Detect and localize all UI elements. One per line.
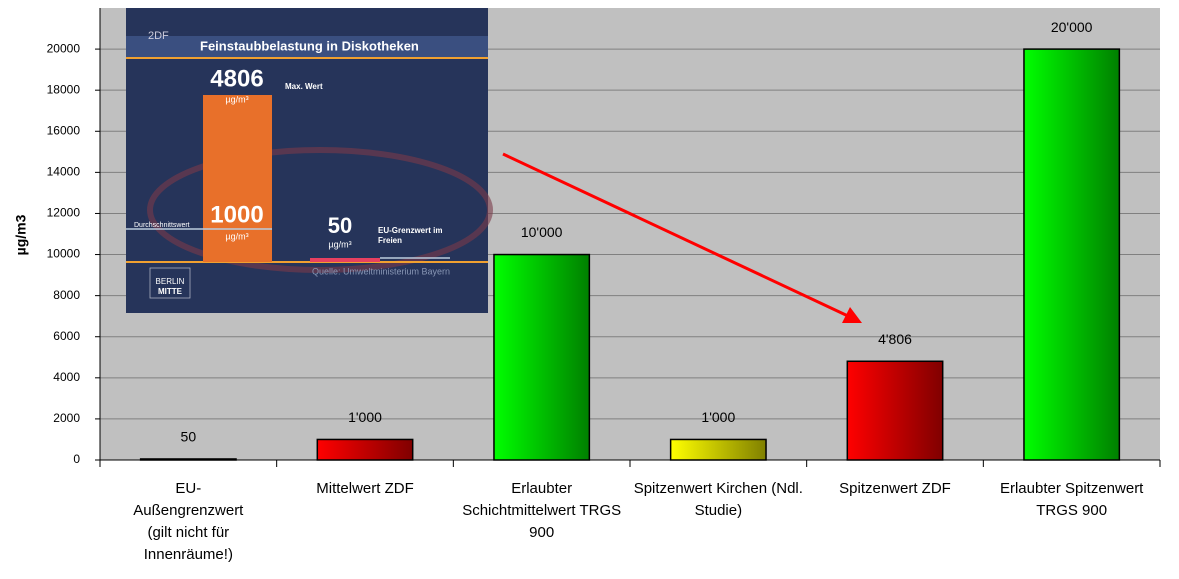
y-tick-label: 4000 [53,370,80,384]
y-tick-label: 2000 [53,411,80,425]
inset-text: EU-Grenzwert im Freien [378,226,443,245]
x-tick-label: EU-Außengrenzwert (gilt nicht für Innenr… [133,480,244,563]
x-tick-label: Erlaubter Schichtmittelwert TRGS 900 [462,480,622,541]
x-tick-label: Erlaubter Spitzenwert TRGS 900 [999,480,1144,519]
inset-title: Feinstaubbelastung in Diskotheken [200,38,419,53]
annotation-arrowhead [842,307,862,323]
inset-image: 2DF Feinstaubbelastung in Diskotheken 48… [126,8,493,313]
y-tick-label: 0 [73,452,80,466]
inset-text: µg/m³ [225,94,248,104]
y-tick-label: 14000 [47,165,81,179]
bar [669,438,767,461]
value-label: 1'000 [348,409,382,425]
inset-text: µg/m³ [225,231,248,241]
inset-text: 1000 [210,201,263,228]
inset-text: Durchschnittswert [134,222,190,229]
inset-text-box: EU-Grenzwert im Freien [378,226,443,245]
value-label: 50 [181,429,197,445]
y-tick-label: 18000 [47,82,81,96]
inset-text: MITTE [158,287,183,296]
value-label: 20'000 [1051,19,1093,35]
x-tick-label: Mittelwert ZDF [316,480,414,497]
inset-text: BERLIN [156,277,185,286]
inset-logo-frame [149,267,191,299]
value-label: 10'000 [521,224,563,240]
value-label: 4'806 [878,331,912,347]
bar [1023,48,1121,461]
y-tick-label: 10000 [47,247,81,261]
y-tick-label: 16000 [47,123,81,137]
bar [846,360,944,461]
inset-text: Quelle: Umweltministerium Bayern [312,266,450,276]
value-label: 1'000 [701,409,735,425]
annotation-arrow [502,152,849,318]
bar [316,438,414,461]
inset-logo: 2DF [148,30,169,42]
inset-text: 4806 [210,65,263,92]
inset-decor [147,147,493,273]
x-tick-label: Spitzenwert Kirchen (Ndl. Studie) [633,480,803,519]
bar [493,253,591,461]
y-tick-label: 12000 [47,206,81,220]
inset-title-band [126,36,488,58]
inset-text: Max. Wert [285,82,323,91]
inset-bar [310,258,380,262]
y-tick-label: 8000 [53,288,80,302]
inset-text: µg/m³ [328,239,351,249]
y-axis-label: µg/m3 [13,214,29,255]
y-tick-label: 20000 [47,41,81,55]
y-tick-label: 6000 [53,329,80,343]
inset-text: 50 [328,213,352,238]
x-tick-label: Spitzenwert ZDF [839,480,951,497]
inset-bar [203,95,272,262]
